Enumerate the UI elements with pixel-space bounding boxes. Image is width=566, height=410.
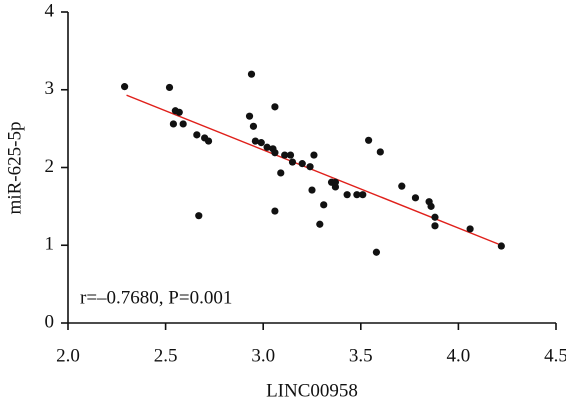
point [372, 248, 381, 256]
y-tick-label: 2 [45, 156, 55, 177]
point [251, 137, 259, 145]
point [398, 182, 406, 190]
point [179, 120, 187, 128]
point [195, 212, 203, 220]
point [343, 191, 351, 199]
point [427, 202, 435, 210]
x-tick-label: 3.0 [251, 345, 275, 366]
y-axis-label: miR-625-5p [4, 122, 25, 215]
point [431, 213, 439, 221]
point [431, 222, 439, 230]
point [271, 103, 279, 111]
point [310, 151, 318, 159]
x-tick-label: 4.5 [544, 345, 566, 366]
point [466, 225, 474, 233]
point [320, 201, 328, 209]
point [257, 139, 265, 147]
point [165, 83, 174, 92]
fit-line [126, 94, 502, 246]
point [306, 163, 314, 171]
point [271, 149, 279, 157]
y-tick-label: 3 [45, 78, 55, 99]
point [288, 158, 297, 166]
point [308, 186, 316, 194]
point [249, 122, 258, 130]
point [286, 151, 295, 159]
point [359, 191, 367, 199]
point [331, 178, 340, 186]
point [271, 207, 279, 215]
point [497, 242, 505, 250]
point [353, 191, 361, 199]
point [247, 70, 256, 78]
point [204, 137, 213, 145]
point [316, 220, 324, 228]
point [169, 120, 178, 128]
point [411, 194, 420, 202]
point [376, 148, 384, 156]
x-axis-label: LINC00958 [266, 380, 358, 401]
point [277, 169, 285, 177]
y-tick-label: 1 [45, 234, 55, 255]
point [281, 151, 289, 159]
point [365, 136, 373, 144]
x-tick-label: 3.5 [349, 345, 373, 366]
y-tick-label: 4 [45, 0, 55, 21]
point [245, 112, 254, 120]
annotation: r=–0.7680, P=0.001 [80, 287, 232, 308]
y-tick-label: 0 [45, 311, 55, 332]
point [121, 83, 129, 91]
x-tick-label: 2.5 [154, 345, 178, 366]
point [263, 143, 271, 151]
point [298, 160, 306, 168]
x-tick-label: 2.0 [56, 345, 80, 366]
point [175, 108, 183, 116]
x-tick-label: 4.0 [447, 345, 471, 366]
point [193, 131, 201, 139]
